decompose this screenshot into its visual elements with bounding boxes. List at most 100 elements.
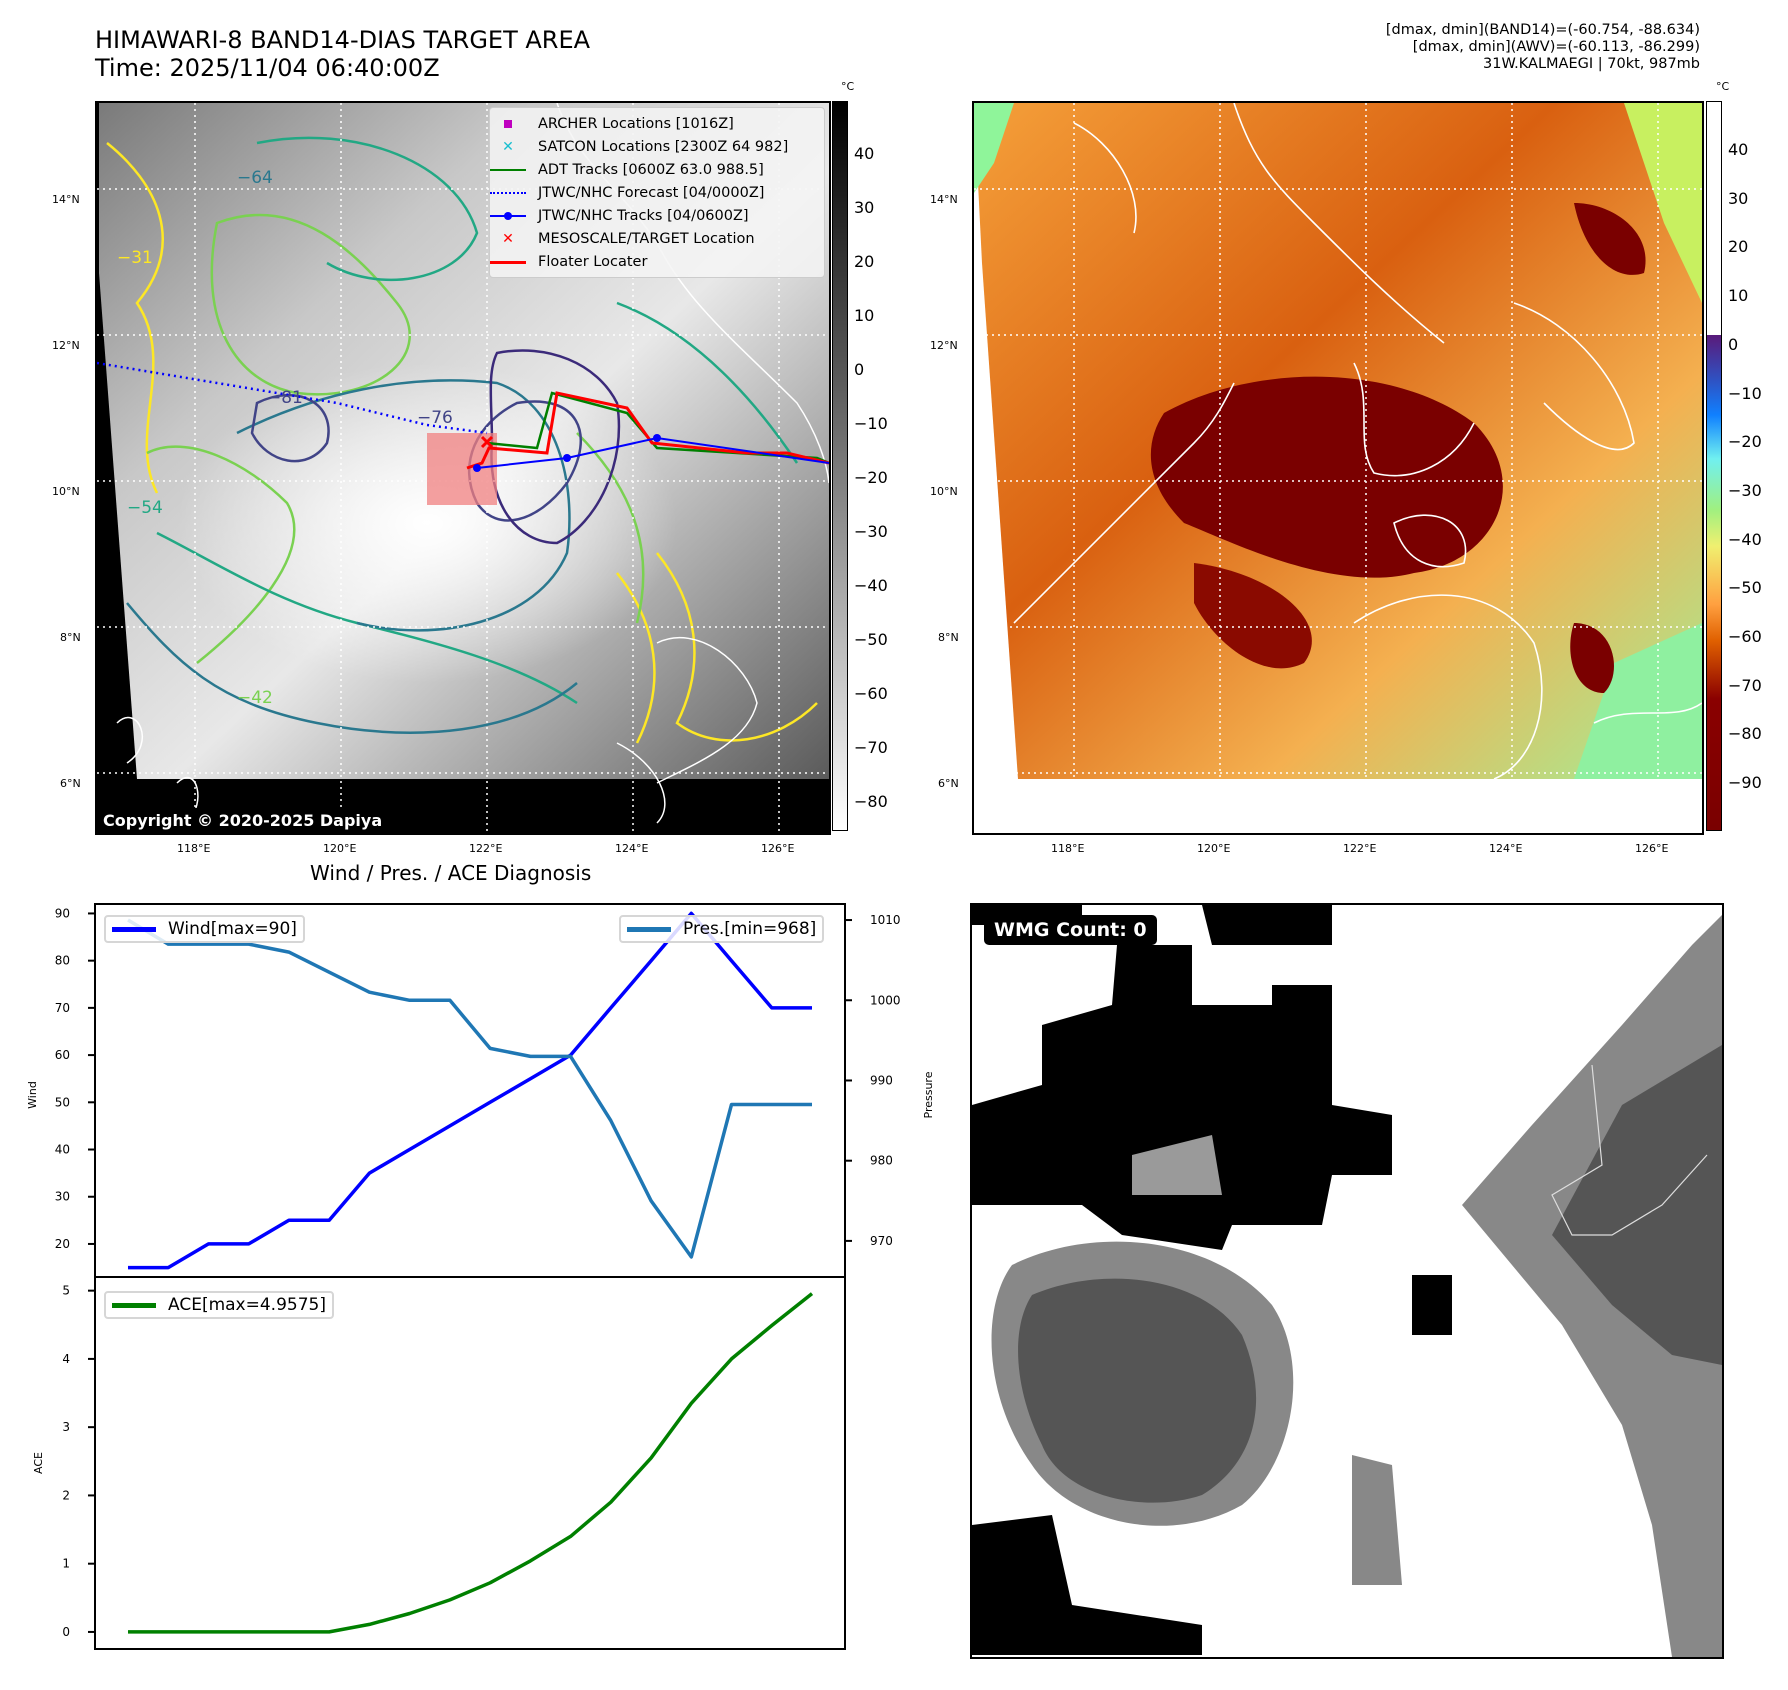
colorbar-right <box>1706 101 1722 831</box>
legend-floater: Floater Locater <box>490 250 824 273</box>
colorbar-tick-label: 20 <box>1728 237 1749 257</box>
deep-convection <box>1574 203 1646 275</box>
lat-label: 14°N <box>52 193 80 206</box>
dotted-line-icon <box>490 185 526 201</box>
lat-label: 6°N <box>60 777 81 790</box>
stats-band14: [dmax, dmin](BAND14)=(-60.754, -88.634) <box>1385 22 1700 38</box>
wind-tick-label: 40 <box>55 1143 70 1157</box>
deep-convection <box>1150 376 1503 578</box>
stats-storm: 31W.KALMAEGI | 70kt, 987mb <box>1483 56 1700 72</box>
ace-tick-label: 1 <box>62 1557 70 1571</box>
diagnosis-chart: 20 30 40 50 60 70 80 90 970 980 990 1000 1010 0 1 2 3 4… <box>26 903 935 1650</box>
ace-line <box>128 1292 814 1634</box>
contour-label: −64 <box>237 168 273 188</box>
lon-label: 122°E <box>469 842 503 855</box>
adt-track <box>486 391 829 465</box>
wmg-black-region <box>972 1515 1202 1655</box>
solid-line-icon <box>490 254 526 270</box>
colorbar-tick-label: −50 <box>1728 578 1762 598</box>
map-legend: ARCHER Locations [1016Z] ✕ SATCON Locati… <box>489 107 825 278</box>
lat-label: 8°N <box>938 631 959 644</box>
legend-archer: ARCHER Locations [1016Z] <box>490 112 824 135</box>
solid-line-icon <box>490 162 526 178</box>
wind-tick-label: 60 <box>55 1048 70 1062</box>
pressure-tick-label: 1000 <box>870 993 901 1007</box>
legend-adt: ADT Tracks [0600Z 63.0 988.5] <box>490 158 824 181</box>
legend-jtwc-forecast: JTWC/NHC Forecast [04/0000Z] <box>490 181 824 204</box>
wind-axis: 20 30 40 50 60 70 80 90 <box>55 906 95 1251</box>
title-line-1: HIMAWARI-8 BAND14-DIAS TARGET AREA <box>95 26 591 54</box>
lon-label: 118°E <box>1051 842 1085 855</box>
colorbar-tick-label: −10 <box>854 414 888 433</box>
ace-tick-label: 5 <box>62 1284 70 1298</box>
colorbar-tick-label: 40 <box>854 144 875 163</box>
wind-tick-label: 30 <box>55 1190 70 1204</box>
ace-tick-label: 0 <box>62 1625 70 1639</box>
ir-map-left[interactable]: −64 −54 −31 −81 −76 −42 ARCHER Locations… <box>95 101 831 835</box>
awv-map-right[interactable] <box>972 101 1704 835</box>
lat-label: 12°N <box>52 339 80 352</box>
gridlines <box>974 103 1702 779</box>
series-group <box>127 911 814 1634</box>
cold-cloud-core <box>177 363 677 683</box>
stats-awv: [dmax, dmin](AWV)=(-60.113, -86.299) <box>1412 39 1700 55</box>
colorbar-tick-label: −80 <box>854 792 888 811</box>
colorbar-tick-label: −40 <box>1728 529 1762 549</box>
contour-label: −76 <box>417 408 453 428</box>
ace-axis-label: ACE <box>32 1452 45 1474</box>
x-marker-icon: ✕ <box>502 230 514 247</box>
wind-line <box>128 911 812 1270</box>
pressure-tick-label: 1010 <box>870 913 901 927</box>
dry-region <box>1624 103 1702 303</box>
lon-label: 122°E <box>1343 842 1377 855</box>
lat-label: 10°N <box>930 485 958 498</box>
pressure-tick-label: 990 <box>870 1073 893 1087</box>
x-marker-icon: ✕ <box>502 138 514 155</box>
wind-legend-line-icon <box>112 926 156 932</box>
colorbar-tick-label: 0 <box>1728 334 1739 354</box>
lat-label: 10°N <box>52 485 80 498</box>
lon-label: 124°E <box>615 842 649 855</box>
pressure-tick-label: 970 <box>870 1234 893 1248</box>
lon-label: 120°E <box>323 842 357 855</box>
square-marker-icon <box>490 116 526 132</box>
title-line-2: Time: 2025/11/04 06:40:00Z <box>95 54 440 82</box>
legend-jtwc-tracks: JTWC/NHC Tracks [04/0600Z] <box>490 204 824 227</box>
wind-tick-label: 70 <box>55 1001 70 1015</box>
colorbar-tick-label: −50 <box>854 630 888 649</box>
lon-label: 126°E <box>1635 842 1669 855</box>
colorbar-tick-label: −20 <box>1728 432 1762 452</box>
lon-label: 124°E <box>1489 842 1523 855</box>
ace-tick-label: 3 <box>62 1420 70 1434</box>
jtwc-track-points <box>473 434 661 472</box>
deep-convection <box>1194 563 1312 669</box>
colorbar-tick-label: 10 <box>854 306 875 325</box>
colorbar-tick-label: 30 <box>1728 188 1749 208</box>
colorbar-tick-label: −40 <box>854 576 888 595</box>
diagnosis-title: Wind / Pres. / ACE Diagnosis <box>310 861 592 885</box>
wind-tick-label: 50 <box>55 1095 70 1109</box>
dry-region <box>974 103 1014 193</box>
colorbar-tick-label: −30 <box>1728 480 1762 500</box>
lon-label: 126°E <box>761 842 795 855</box>
wind-tick-label: 90 <box>55 906 70 920</box>
colorbar-tick-label: 30 <box>854 198 875 217</box>
colorbar-tick-label: −30 <box>854 522 888 541</box>
wmg-count-label: WMG Count: 0 <box>984 915 1157 945</box>
lat-label: 6°N <box>938 777 959 790</box>
line-dot-icon <box>490 208 526 224</box>
colorbar-tick-label: 10 <box>1728 286 1749 306</box>
contour-label-group: −64 −54 −31 −81 −76 −42 <box>117 168 453 708</box>
contour-label: −81 <box>267 388 303 408</box>
ace-legend: ACE[max=4.9575] <box>104 1291 334 1319</box>
colorbar-tick-label: 40 <box>1728 140 1749 159</box>
wind-tick-label: 80 <box>55 954 70 968</box>
wmg-light-region <box>1132 1135 1222 1195</box>
copyright-label: Copyright © 2020-2025 Dapiya <box>97 808 389 833</box>
legend-target: ✕ MESOSCALE/TARGET Location <box>490 227 824 250</box>
ace-tick-label: 2 <box>62 1488 70 1502</box>
wmg-panel[interactable]: WMG Count: 0 <box>970 903 1724 1659</box>
pressure-axis-label: Pressure <box>922 1071 935 1118</box>
lon-label: 118°E <box>177 842 211 855</box>
pressure-tick-label: 980 <box>870 1154 893 1168</box>
